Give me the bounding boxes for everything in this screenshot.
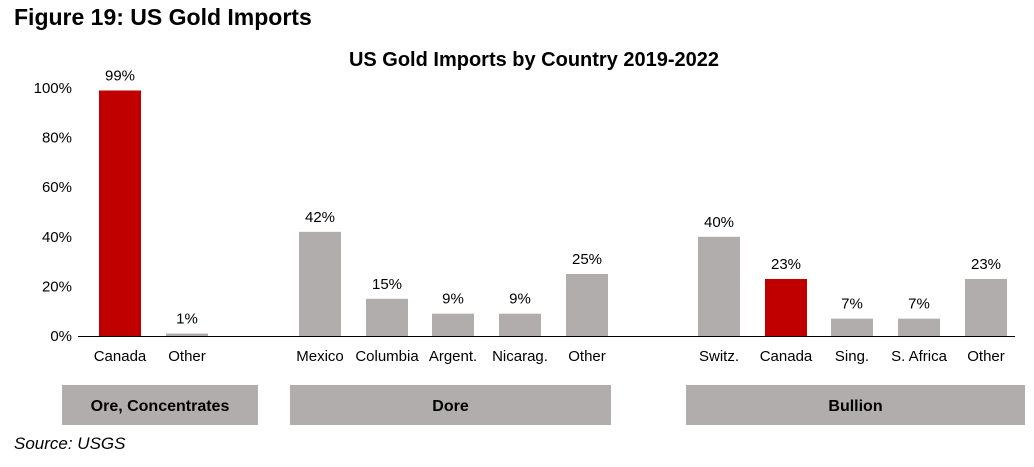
source-note: Source: USGS [14,434,126,453]
group-box [62,385,258,425]
category-label: Mexico [296,348,344,365]
data-label: 99% [105,67,135,84]
bar-columbia [366,298,408,336]
data-label: 23% [971,256,1001,273]
category-label: Other [967,348,1005,365]
group-box [686,385,1025,425]
bar-s-africa [898,318,940,336]
data-label: 40% [704,214,734,231]
y-tick-label: 100% [34,80,72,97]
category-label: Canada [760,348,813,365]
y-axis: 0% 20% 40% 60% 80% 100% [34,80,72,345]
data-label: 9% [442,291,464,308]
bar-nicarag- [499,313,541,336]
y-tick-label: 60% [42,179,72,196]
category-label: Canada [94,348,147,365]
y-tick-label: 20% [42,278,72,295]
bar-argent- [432,313,474,336]
bar-switz- [698,236,740,336]
category-label: Other [168,348,206,365]
data-label: 9% [509,291,531,308]
group-label: Bullion [828,398,882,415]
category-label: Argent. [429,348,477,365]
bar-other [566,274,608,336]
category-label: Columbia [355,348,419,365]
bar-sing- [831,318,873,336]
data-label: 7% [908,296,930,313]
category-label: Switz. [699,348,739,365]
data-label: 23% [771,256,801,273]
data-label: 7% [841,296,863,313]
group-label: Dore [432,398,469,415]
category-label: Other [568,348,606,365]
bars [99,90,1007,336]
category-labels: Canada Other Mexico Columbia Argent. Nicarag.… [94,348,1005,365]
bar-canada [99,90,141,336]
category-label: Nicarag. [492,348,548,365]
chart-title: US Gold Imports by Country 2019-2022 [349,49,719,71]
category-label: S. Africa [891,348,948,365]
bar-canada [765,278,807,336]
category-label: Sing. [835,348,869,365]
y-tick-label: 40% [42,229,72,246]
group-box [290,385,611,425]
data-label: 42% [305,209,335,226]
group-boxes: Ore, Concentrates Dore Bullion [62,385,1025,425]
figure-title: Figure 19: US Gold Imports [14,4,312,30]
data-label: 15% [372,276,402,293]
y-tick-label: 80% [42,130,72,147]
data-label: 25% [572,251,602,268]
bar-other [166,333,208,336]
y-tick-label: 0% [50,328,72,345]
bar-other [965,278,1007,336]
group-label: Ore, Concentrates [91,398,230,415]
bar-mexico [299,231,341,336]
data-labels: 99% 1% 42% 15% 9% 9% 25% 40% 23% 7% 7% 23% [105,67,1001,327]
data-label: 1% [176,311,198,328]
